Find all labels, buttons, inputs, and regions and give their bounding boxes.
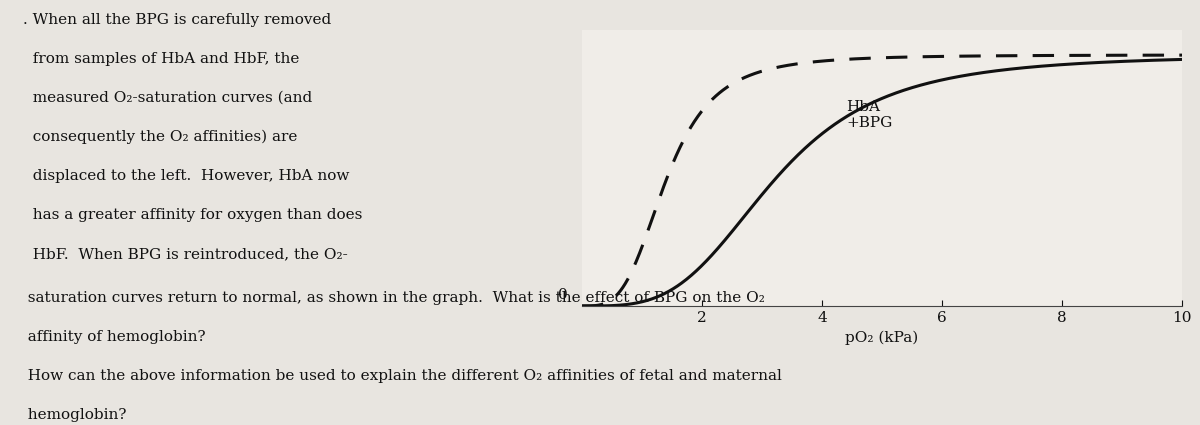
Text: HbF.  When BPG is reintroduced, the O₂-: HbF. When BPG is reintroduced, the O₂- — [23, 247, 348, 261]
Text: has a greater affinity for oxygen than does: has a greater affinity for oxygen than d… — [23, 208, 362, 222]
X-axis label: pO₂ (kPa): pO₂ (kPa) — [845, 330, 919, 345]
Text: saturation curves return to normal, as shown in the graph.  What is the effect o: saturation curves return to normal, as s… — [18, 291, 764, 305]
Text: measured O₂-saturation curves (and: measured O₂-saturation curves (and — [23, 91, 312, 105]
Text: consequently the O₂ affinities) are: consequently the O₂ affinities) are — [23, 130, 298, 145]
Text: displaced to the left.  However, HbA now: displaced to the left. However, HbA now — [23, 169, 349, 183]
Text: How can the above information be used to explain the different O₂ affinities of : How can the above information be used to… — [18, 369, 782, 383]
Text: from samples of HbA and HbF, the: from samples of HbA and HbF, the — [23, 52, 300, 66]
Text: 0: 0 — [558, 288, 568, 302]
Text: hemoglobin?: hemoglobin? — [18, 408, 126, 422]
Text: HbA
+BPG: HbA +BPG — [846, 100, 893, 130]
Text: affinity of hemoglobin?: affinity of hemoglobin? — [18, 330, 205, 344]
Text: . When all the BPG is carefully removed: . When all the BPG is carefully removed — [23, 13, 331, 27]
